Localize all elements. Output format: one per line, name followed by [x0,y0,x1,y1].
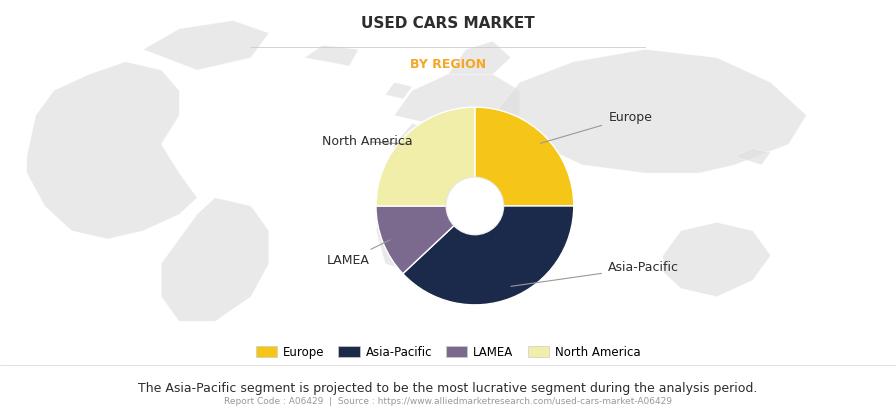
Wedge shape [475,107,573,206]
Polygon shape [143,21,269,70]
Wedge shape [376,107,475,206]
Polygon shape [161,198,269,321]
Polygon shape [376,124,502,272]
Text: LAMEA: LAMEA [326,240,391,267]
Wedge shape [376,206,454,274]
Polygon shape [448,41,511,74]
Polygon shape [27,62,197,239]
Text: BY REGION: BY REGION [410,58,486,71]
Polygon shape [663,222,771,297]
Polygon shape [385,82,412,99]
Legend: Europe, Asia-Pacific, LAMEA, North America: Europe, Asia-Pacific, LAMEA, North Ameri… [255,346,641,359]
Polygon shape [394,74,520,132]
Circle shape [446,177,504,235]
Circle shape [447,178,503,234]
Polygon shape [493,49,806,173]
Text: USED CARS MARKET: USED CARS MARKET [361,16,535,31]
Text: North America: North America [322,135,412,148]
Wedge shape [403,206,573,305]
Polygon shape [735,148,771,165]
Text: Asia-Pacific: Asia-Pacific [511,261,679,286]
Text: Report Code : A06429  |  Source : https://www.alliedmarketresearch.com/used-cars: Report Code : A06429 | Source : https://… [224,397,672,406]
Text: Europe: Europe [540,110,652,143]
Polygon shape [305,45,358,66]
Text: The Asia-Pacific segment is projected to be the most lucrative segment during th: The Asia-Pacific segment is projected to… [138,382,758,396]
